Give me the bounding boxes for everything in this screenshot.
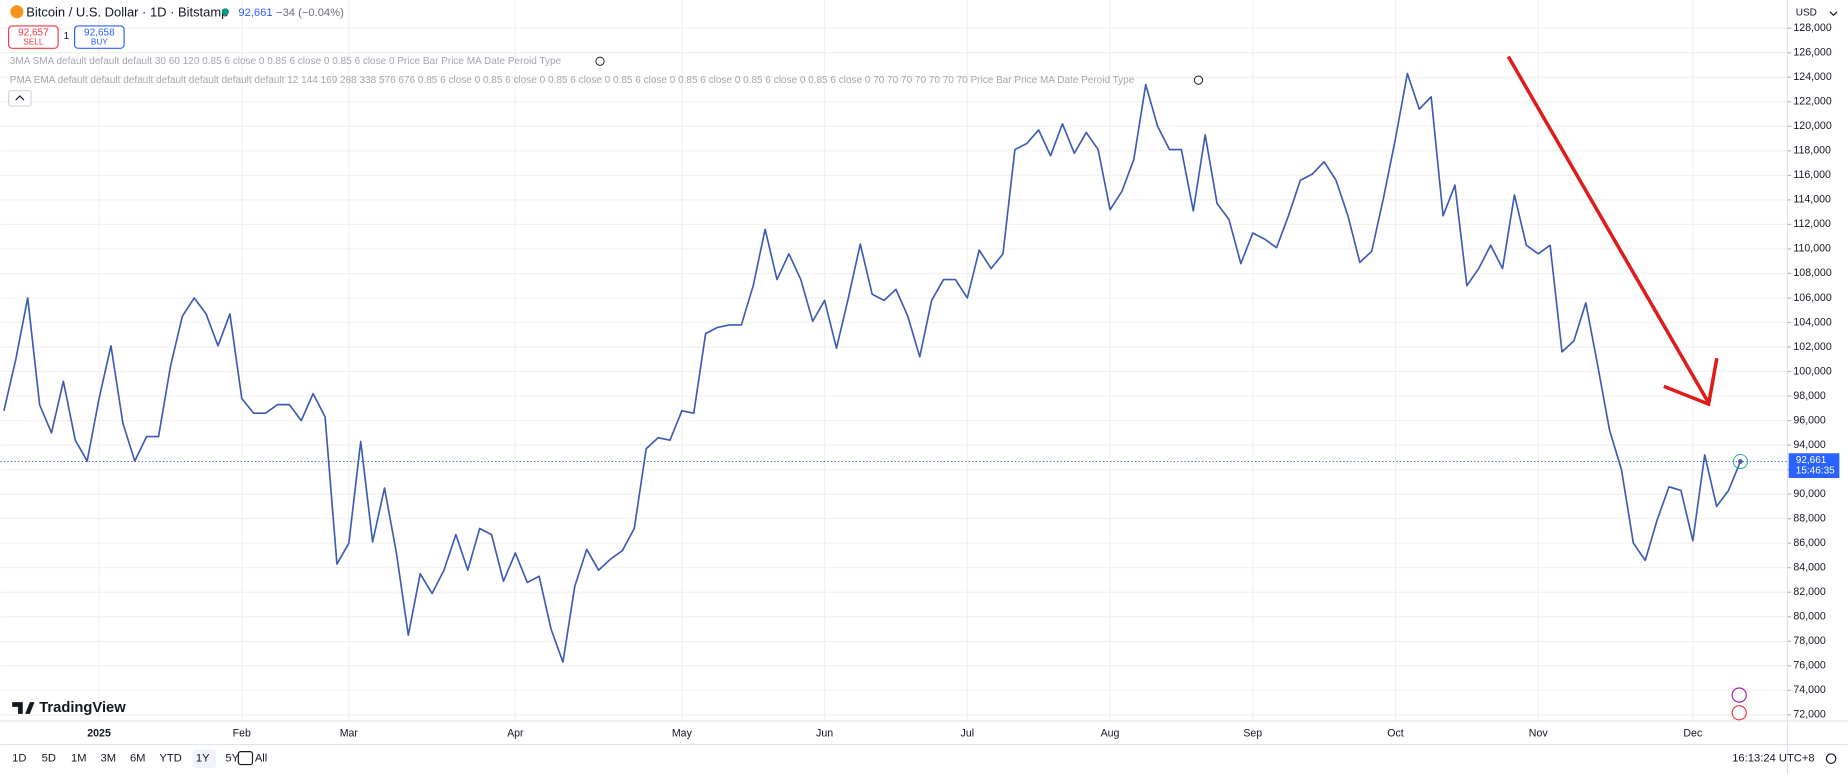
range-active xyxy=(192,749,216,769)
coin-icon xyxy=(10,5,24,19)
y-tick-label: 120,000 xyxy=(1793,120,1831,132)
x-tick-label: Feb xyxy=(233,728,251,740)
y-tick-label: 80,000 xyxy=(1793,611,1826,623)
y-tick-label: 118,000 xyxy=(1793,145,1831,157)
buy-price: 92,658 xyxy=(84,28,115,39)
x-tick-label: Apr xyxy=(507,728,524,740)
range-button[interactable]: 5Y xyxy=(225,753,239,765)
range-button[interactable]: All xyxy=(255,753,267,765)
y-tick-label: 122,000 xyxy=(1793,96,1831,108)
sell-label: SELL xyxy=(23,38,44,47)
x-tick-label: 2025 xyxy=(87,728,111,740)
x-tick-label: Aug xyxy=(1101,728,1120,740)
last-price-label: 92,661 xyxy=(1796,455,1827,466)
currency[interactable]: USD xyxy=(1796,8,1817,19)
x-tick-label: Oct xyxy=(1387,728,1404,740)
y-tick-label: 114,000 xyxy=(1793,194,1831,206)
y-tick-label: 128,000 xyxy=(1793,22,1831,34)
x-tick-label: Jun xyxy=(816,728,833,740)
x-tick-label: Sep xyxy=(1243,728,1262,740)
indicator-legend: PMA EMA default default default default … xyxy=(10,75,1135,86)
buy-button[interactable] xyxy=(74,25,125,49)
y-tick-label: 72,000 xyxy=(1793,709,1826,721)
annotation-arrow xyxy=(1506,55,1711,404)
y-tick-label: 76,000 xyxy=(1793,660,1826,672)
header-change: −34 (−0.04%) xyxy=(276,7,344,19)
settings-icon[interactable] xyxy=(1825,753,1837,764)
y-tick-label: 74,000 xyxy=(1793,684,1826,696)
flag-icon[interactable] xyxy=(1731,705,1747,721)
x-tick-label: Jul xyxy=(961,728,975,740)
toolbar: 1D 5D 1M 3M 6M YTD 1Y 5Y All xyxy=(12,749,267,769)
y-tick-label: 102,000 xyxy=(1793,341,1831,353)
date-range-icon[interactable] xyxy=(237,751,254,766)
y-tick-label: 98,000 xyxy=(1793,390,1826,402)
y-tick-label: 106,000 xyxy=(1793,292,1831,304)
y-tick-label: 96,000 xyxy=(1793,414,1826,426)
indicator-legend: 3MA SMA default default default 30 60 12… xyxy=(10,56,562,67)
y-tick-label: 126,000 xyxy=(1793,47,1831,59)
range-button[interactable]: 1Y xyxy=(196,753,210,765)
y-tick-label: 110,000 xyxy=(1793,243,1831,255)
y-tick-label: 108,000 xyxy=(1793,267,1831,279)
y-tick-label: 86,000 xyxy=(1793,537,1826,549)
logo: TradingView xyxy=(39,700,126,716)
range-button[interactable]: 1D xyxy=(12,753,26,765)
range-button[interactable]: YTD xyxy=(159,753,181,765)
y-tick-label: 104,000 xyxy=(1793,316,1831,328)
y-tick-label: 100,000 xyxy=(1793,365,1831,377)
buy-label: BUY xyxy=(91,38,108,47)
range-button[interactable]: 6M xyxy=(130,753,146,765)
sell-price: 92,657 xyxy=(18,28,49,39)
grid xyxy=(0,0,1788,721)
market-status xyxy=(221,8,229,16)
logo-icon xyxy=(12,702,35,714)
quantity: 1 xyxy=(64,31,70,42)
range-button[interactable]: 1M xyxy=(71,753,87,765)
price-line xyxy=(3,72,1742,663)
y-tick-label: 124,000 xyxy=(1793,71,1831,83)
x-tick-label: Mar xyxy=(340,728,359,740)
annotation-arrowhead xyxy=(1663,357,1719,407)
y-tick-label: 78,000 xyxy=(1793,635,1826,647)
sell-button[interactable] xyxy=(8,25,59,49)
y-tick-label: 84,000 xyxy=(1793,562,1826,574)
range-button[interactable]: 3M xyxy=(101,753,117,765)
y-tick-label: 90,000 xyxy=(1793,488,1826,500)
visibility-icon xyxy=(1193,75,1204,85)
x-tick-label: May xyxy=(672,728,693,740)
visibility-icon xyxy=(595,56,605,66)
collapse-icon xyxy=(15,95,25,101)
y-tick-label: 88,000 xyxy=(1793,512,1826,524)
x-tick-label: Nov xyxy=(1529,728,1549,740)
clock: 16:13:24 UTC+8 xyxy=(1732,753,1814,765)
y-tick-label: 112,000 xyxy=(1793,218,1831,230)
y-tick-label: 116,000 xyxy=(1793,169,1831,181)
y-tick-label: 94,000 xyxy=(1793,439,1826,451)
countdown: 15:46:35 xyxy=(1796,466,1835,477)
range-button[interactable]: 5D xyxy=(42,753,56,765)
header-price: 92,661 xyxy=(238,7,272,19)
y-tick-label: 82,000 xyxy=(1793,586,1826,598)
x-tick-label: Dec xyxy=(1683,728,1703,740)
event-icon[interactable] xyxy=(1731,687,1747,703)
last-price-box xyxy=(1788,453,1840,479)
collapse-button[interactable] xyxy=(8,90,32,107)
symbol-title: Bitcoin / U.S. Dollar · 1D · Bitstamp xyxy=(26,4,228,19)
currency-caret xyxy=(1829,11,1838,17)
